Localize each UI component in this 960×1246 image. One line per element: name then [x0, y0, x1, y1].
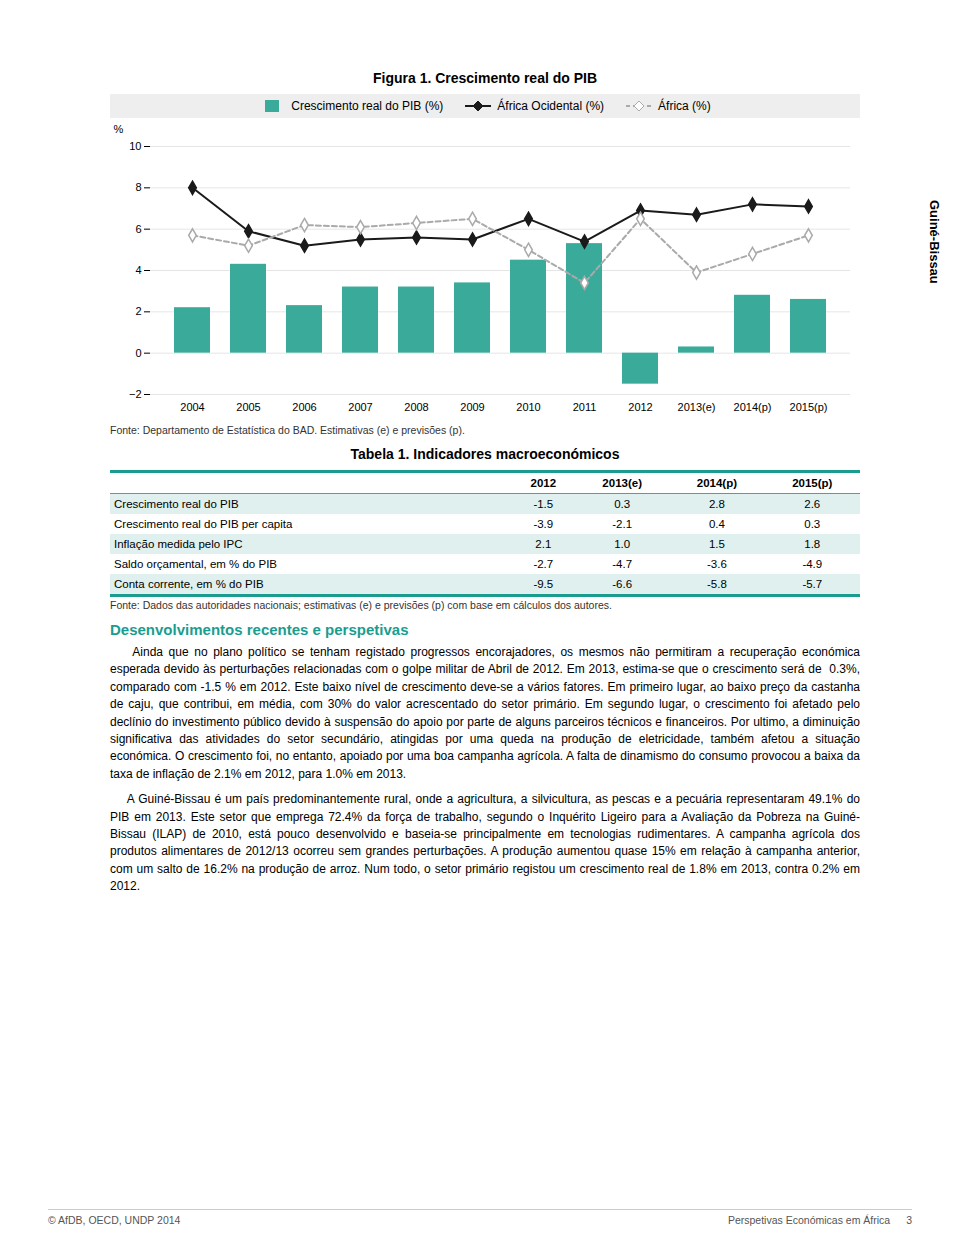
html-text:Fonte: Departamento de Estatís: Fonte: Departamento de Estatística do BA…	[110, 424, 465, 436]
html-text:3: 3	[906, 1214, 912, 1226]
svg-text:2012: 2012	[628, 401, 652, 413]
html-text:-4.7: -4.7	[612, 558, 633, 570]
html-text:2014(p): 2014(p)	[696, 477, 737, 489]
html-text:-2.1: -2.1	[612, 518, 633, 530]
html-text:Guiné-Bissau: Guiné-Bissau	[927, 200, 942, 284]
svg-text:2009: 2009	[460, 401, 484, 413]
html-text:Ainda que no plano político se: Ainda que no plano político se tenham re…	[110, 645, 864, 781]
svg-text:0: 0	[135, 347, 141, 359]
svg-text:−2: −2	[129, 388, 142, 400]
svg-text:6: 6	[135, 223, 141, 235]
html-text:Perspetivas Económicas em Áfri: Perspetivas Económicas em África	[727, 1214, 891, 1226]
svg-text:2011: 2011	[573, 401, 597, 413]
html-text:África (%): África (%)	[658, 99, 711, 113]
svg-text:10: 10	[129, 140, 141, 152]
svg-text:%: %	[114, 123, 124, 135]
html-text:-5.7: -5.7	[802, 578, 823, 590]
svg-text:2014(p): 2014(p)	[734, 401, 772, 413]
html-text:1.8: 1.8	[804, 538, 821, 550]
svg-text:2015(p): 2015(p)	[790, 401, 828, 413]
svg-text:2004: 2004	[180, 401, 204, 413]
html-text:2.6: 2.6	[804, 498, 821, 510]
html-text:Figura 1. Crescimento real do: Figura 1. Crescimento real do PIB	[373, 70, 597, 86]
html-text:1.5: 1.5	[708, 538, 725, 550]
html-text:© AfDB, OECD, UNDP 2014: © AfDB, OECD, UNDP 2014	[48, 1214, 181, 1226]
svg-text:2008: 2008	[404, 401, 428, 413]
html-text:2.8: 2.8	[708, 498, 725, 510]
svg-text:4: 4	[135, 264, 141, 276]
html-text:Fonte: Dados das autoridades n: Fonte: Dados das autoridades nacionais; …	[110, 599, 612, 611]
html-text:Crescimento real do PIB (%): Crescimento real do PIB (%)	[291, 99, 444, 113]
html-text:2012: 2012	[530, 477, 557, 489]
html-text:Inflação medida pelo IPC: Inflação medida pelo IPC	[114, 538, 243, 550]
html-text:1.0: 1.0	[614, 538, 631, 550]
html-text:-1.5: -1.5	[533, 498, 554, 510]
html-text:-5.8: -5.8	[707, 578, 727, 590]
html-text:-3.6: -3.6	[707, 558, 727, 570]
html-text:0.4: 0.4	[708, 518, 725, 530]
html-text:Crescimento real do PIB per ca: Crescimento real do PIB per capita	[114, 518, 293, 530]
html-text:Crescimento real do PIB: Crescimento real do PIB	[114, 498, 239, 510]
html-text:-6.6: -6.6	[612, 578, 633, 590]
html-text:-2.7: -2.7	[533, 558, 554, 570]
html-text:Saldo orçamental, em % do PIB: Saldo orçamental, em % do PIB	[114, 558, 277, 570]
svg-text:2: 2	[135, 305, 141, 317]
html-text:A Guiné-Bissau é um país predo: A Guiné-Bissau é um país predominantemen…	[110, 792, 864, 894]
html-text:-9.5: -9.5	[533, 578, 554, 590]
svg-text:2007: 2007	[348, 401, 372, 413]
html-text:África Ocidental (%): África Ocidental (%)	[497, 99, 604, 113]
html-text:Desenvolvimentos recentes e pe: Desenvolvimentos recentes e perspetivas	[110, 621, 409, 638]
svg-text:2013(e): 2013(e)	[678, 401, 716, 413]
svg-text:8: 8	[135, 181, 141, 193]
html-text:Tabela 1. Indicadores macroeco: Tabela 1. Indicadores macroeconómicos	[350, 446, 620, 462]
html-text:2.1: 2.1	[535, 538, 552, 550]
html-text:Conta corrente, em % do PIB: Conta corrente, em % do PIB	[114, 578, 264, 590]
html-text:-3.9: -3.9	[533, 518, 554, 530]
html-text:0.3: 0.3	[804, 518, 821, 530]
html-text:-4.9: -4.9	[802, 558, 823, 570]
html-text:2015(p): 2015(p)	[792, 477, 833, 489]
html-text:2013(e): 2013(e)	[602, 477, 642, 489]
svg-text:2005: 2005	[236, 401, 260, 413]
svg-text:2006: 2006	[292, 401, 316, 413]
svg-text:2010: 2010	[516, 401, 540, 413]
html-text:0.3: 0.3	[614, 498, 631, 510]
